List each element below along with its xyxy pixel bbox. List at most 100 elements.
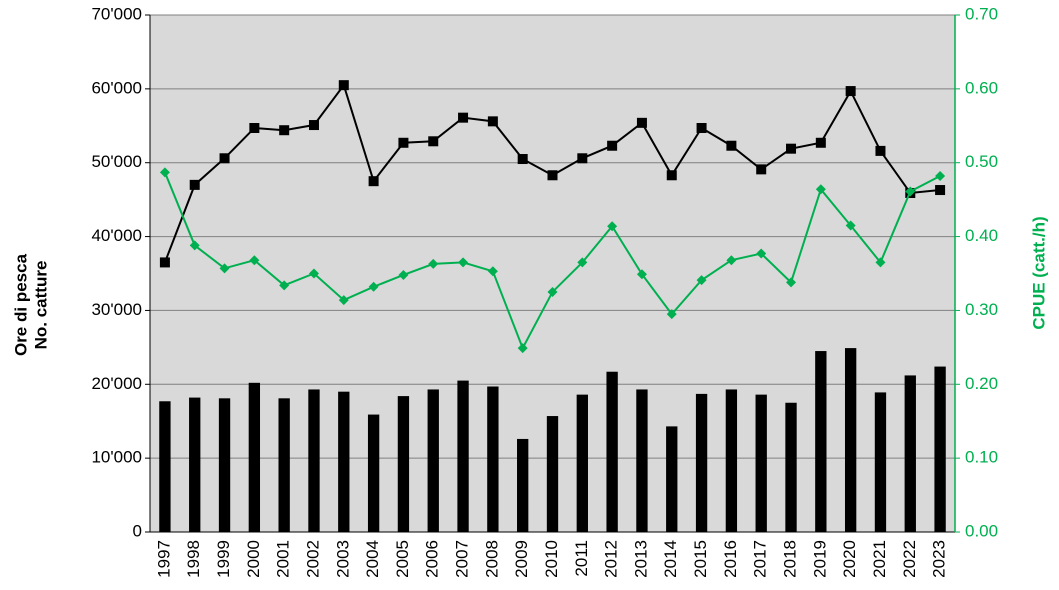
marker [189, 179, 200, 190]
marker [845, 220, 856, 231]
marker [159, 257, 170, 268]
bar [904, 375, 916, 532]
x-tick-label: 2009 [512, 540, 531, 578]
x-tick-label: 2001 [274, 540, 293, 578]
y-tick-label: 10'000 [91, 448, 142, 467]
bar [159, 401, 171, 532]
marker [219, 153, 230, 164]
marker [159, 167, 170, 178]
bar [546, 416, 559, 532]
marker [487, 266, 498, 277]
marker [338, 80, 349, 91]
x-tick-label: 2010 [542, 540, 561, 578]
marker [607, 221, 618, 232]
marker [696, 123, 707, 134]
marker [577, 153, 588, 164]
marker [219, 263, 230, 274]
marker [666, 309, 677, 320]
bar [606, 371, 618, 532]
marker [458, 112, 469, 123]
x-tick-label: 2008 [482, 540, 501, 578]
y-tick-label: 20'000 [91, 374, 142, 393]
bar [367, 414, 380, 532]
bar [755, 394, 767, 532]
x-tick-label: 2011 [572, 540, 591, 577]
x-tick-label: 2018 [781, 540, 800, 578]
y-tick-label: 60'000 [91, 78, 142, 97]
y2-tick-label: 0.10 [965, 448, 998, 467]
y-axis-title: Ore di pesca [11, 253, 30, 356]
marker [279, 125, 290, 136]
marker [249, 123, 260, 134]
marker [756, 248, 767, 259]
marker [279, 280, 290, 291]
marker [636, 117, 647, 128]
x-tick-label: 2023 [930, 540, 949, 578]
bar [487, 386, 499, 532]
x-tick-label: 2021 [870, 540, 889, 578]
marker [786, 143, 797, 154]
marker [666, 170, 677, 181]
bar [785, 402, 797, 532]
bar [278, 398, 290, 532]
x-tick-label: 2006 [423, 540, 442, 578]
bar [218, 398, 231, 532]
x-tick-label: 2013 [631, 540, 650, 578]
y2-tick-label: 0.40 [965, 226, 998, 245]
marker [875, 257, 886, 268]
marker [368, 281, 379, 292]
x-tick-label: 2004 [363, 540, 382, 578]
x-tick-label: 2005 [393, 540, 412, 578]
marker [696, 275, 707, 286]
bar [844, 348, 857, 532]
x-tick-label: 2022 [900, 540, 919, 578]
x-tick-label: 1999 [214, 540, 233, 578]
y-tick-label: 40'000 [91, 226, 142, 245]
bar [248, 382, 261, 532]
bar [815, 351, 827, 532]
bar [725, 389, 738, 532]
bar [576, 394, 588, 532]
marker [308, 120, 319, 131]
marker [577, 257, 588, 268]
x-tick-label: 2007 [453, 540, 472, 578]
marker [368, 176, 379, 187]
x-tick-label: 2015 [691, 540, 710, 578]
bar [874, 392, 887, 532]
y2-tick-label: 0.30 [965, 300, 998, 319]
marker [338, 295, 349, 306]
marker [308, 268, 319, 279]
marker [607, 140, 618, 151]
marker [428, 258, 439, 269]
y-tick-label: 30'000 [91, 300, 142, 319]
marker [398, 137, 409, 148]
x-tick-label: 2020 [840, 540, 859, 578]
x-tick-label: 2012 [602, 540, 621, 578]
bar [666, 426, 678, 532]
bar [517, 438, 529, 532]
y-tick-label: 0 [133, 521, 142, 540]
y2-tick-label: 0.00 [965, 521, 998, 540]
x-tick-label: 1998 [184, 540, 203, 578]
marker [458, 257, 469, 268]
marker [905, 186, 916, 197]
marker [487, 116, 498, 127]
marker [815, 137, 826, 148]
marker [786, 277, 797, 288]
marker [756, 164, 767, 175]
bar [695, 393, 708, 532]
marker [547, 286, 558, 297]
y-tick-label: 70'000 [91, 4, 142, 23]
marker [517, 343, 528, 354]
y2-tick-label: 0.70 [965, 4, 998, 23]
marker [249, 255, 260, 266]
y-axis-title: No. catture [31, 261, 50, 350]
x-tick-label: 2003 [333, 540, 352, 578]
marker [189, 240, 200, 251]
y2-tick-label: 0.60 [965, 78, 998, 97]
x-tick-label: 2014 [661, 540, 680, 578]
x-tick-label: 1997 [154, 540, 173, 578]
marker [935, 185, 946, 196]
x-tick-label: 2016 [721, 540, 740, 578]
